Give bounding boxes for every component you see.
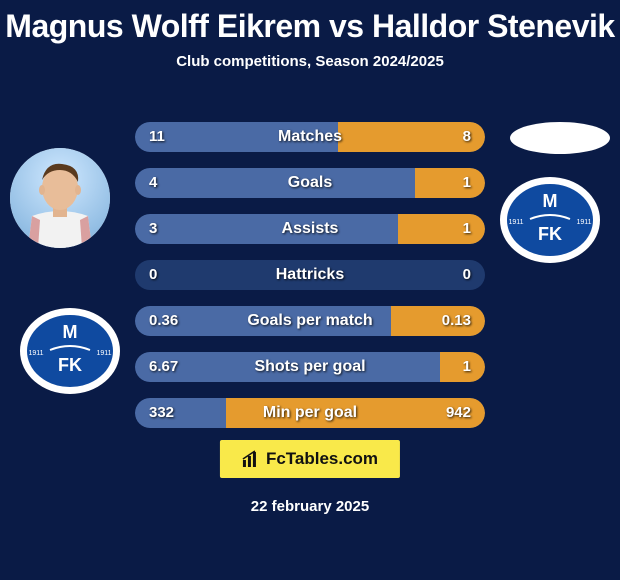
svg-text:M: M <box>543 191 558 211</box>
stat-label: Shots per goal <box>135 352 485 382</box>
fctables-chart-icon <box>242 450 260 468</box>
club-badge-right: M FK 1911 1911 <box>500 177 600 263</box>
svg-text:M: M <box>63 322 78 342</box>
stat-value-right: 1 <box>463 168 471 198</box>
stat-bar-row: 0Hattricks0 <box>135 260 485 290</box>
comparison-bars: 11Matches84Goals13Assists10Hattricks00.3… <box>135 122 485 444</box>
fctables-watermark: FcTables.com <box>220 440 400 478</box>
stat-label: Goals <box>135 168 485 198</box>
player-right-avatar <box>510 122 610 154</box>
comparison-infographic: Magnus Wolff Eikrem vs Halldor Stenevik … <box>0 0 620 580</box>
stat-label: Goals per match <box>135 306 485 336</box>
stat-bar-row: 332Min per goal942 <box>135 398 485 428</box>
stat-label: Matches <box>135 122 485 152</box>
stat-value-right: 0.13 <box>442 306 471 336</box>
svg-text:FK: FK <box>538 224 562 244</box>
stat-bar-row: 11Matches8 <box>135 122 485 152</box>
club-badge-left: M FK 1911 1911 <box>20 308 120 394</box>
player-left-photo <box>10 148 110 248</box>
player-left-avatar <box>10 148 110 248</box>
stat-label: Hattricks <box>135 260 485 290</box>
stat-bar-row: 6.67Shots per goal1 <box>135 352 485 382</box>
page-title: Magnus Wolff Eikrem vs Halldor Stenevik <box>0 0 620 45</box>
stat-value-right: 1 <box>463 214 471 244</box>
stat-value-right: 1 <box>463 352 471 382</box>
svg-text:1911: 1911 <box>508 219 523 226</box>
molde-crest-icon: M FK 1911 1911 <box>20 308 120 394</box>
page-subtitle: Club competitions, Season 2024/2025 <box>0 53 620 70</box>
stat-bar-row: 3Assists1 <box>135 214 485 244</box>
stat-value-right: 8 <box>463 122 471 152</box>
svg-text:1911: 1911 <box>28 350 43 357</box>
stat-label: Min per goal <box>135 398 485 428</box>
svg-text:1911: 1911 <box>576 219 591 226</box>
stat-bar-row: 0.36Goals per match0.13 <box>135 306 485 336</box>
stat-value-right: 942 <box>446 398 471 428</box>
stat-value-right: 0 <box>463 260 471 290</box>
stat-label: Assists <box>135 214 485 244</box>
infographic-date: 22 february 2025 <box>0 498 620 515</box>
molde-crest-icon: M FK 1911 1911 <box>500 177 600 263</box>
svg-text:FK: FK <box>58 355 82 375</box>
stat-bar-row: 4Goals1 <box>135 168 485 198</box>
svg-text:1911: 1911 <box>96 350 111 357</box>
fctables-label: FcTables.com <box>266 449 378 469</box>
